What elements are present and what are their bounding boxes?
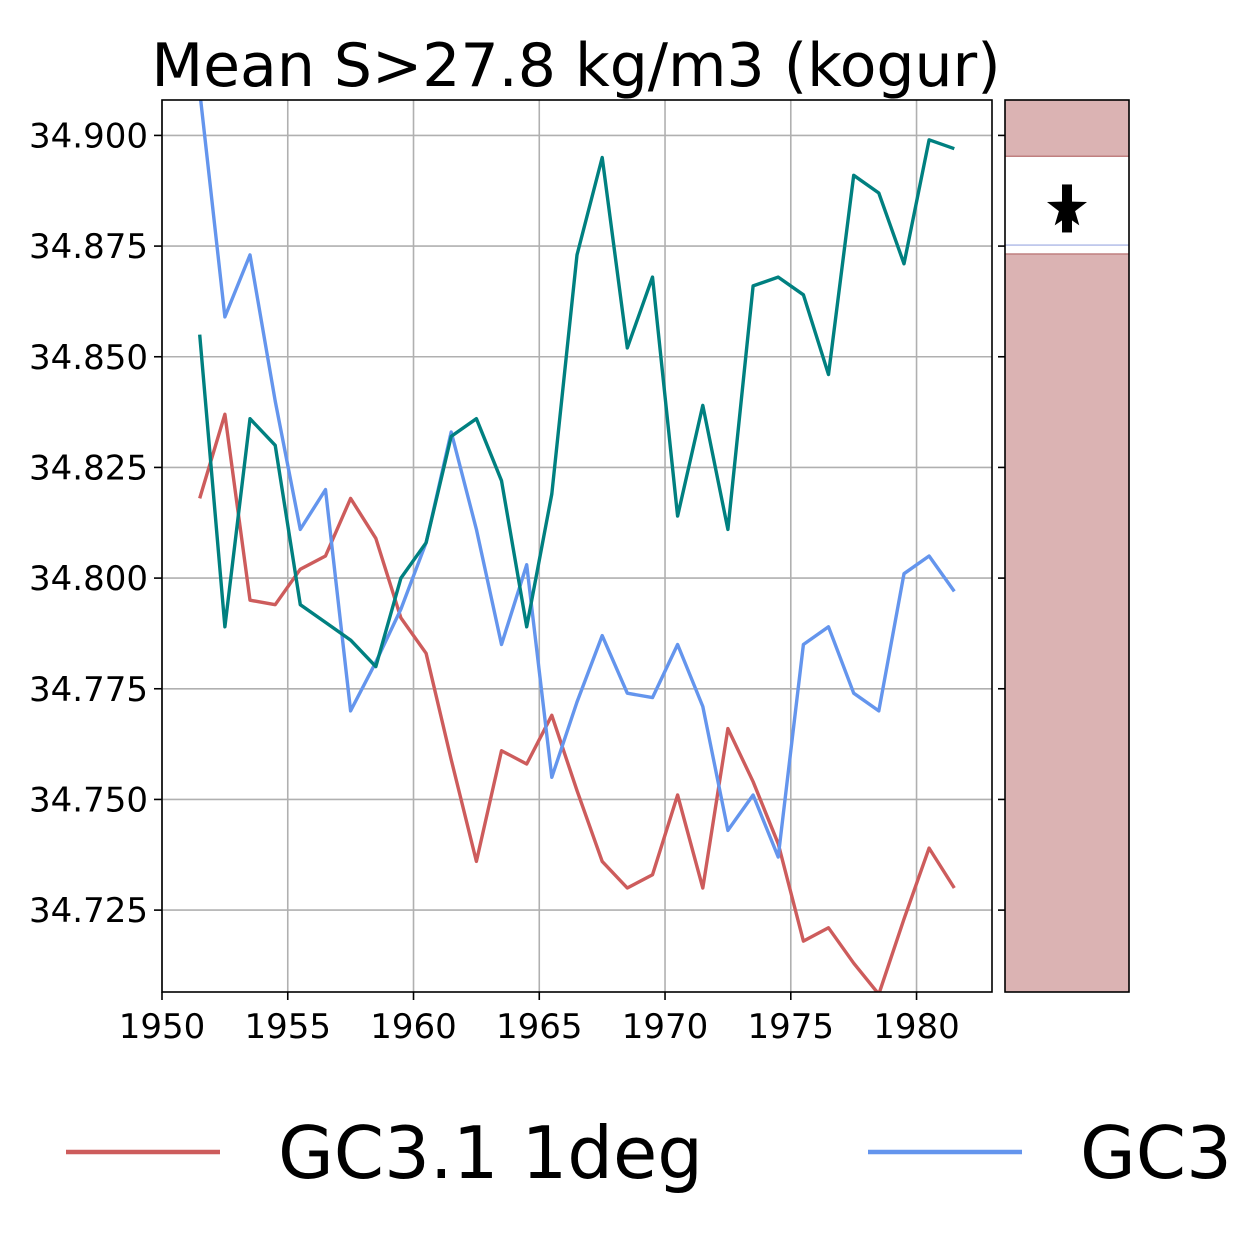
grid <box>161 100 992 992</box>
x-tick-label: 1950 <box>119 1007 206 1047</box>
x-tick-label: 1975 <box>748 1007 835 1047</box>
legend: GC3.1 1deg GC3 <box>66 1111 1232 1195</box>
x-tick-label: 1965 <box>496 1007 583 1047</box>
legend-label-1: GC3.1 1deg <box>278 1111 703 1195</box>
series-line-2 <box>198 100 956 859</box>
panel-frame <box>1004 99 1130 993</box>
y-axis: 34.725 34.750 34.775 34.800 34.825 34.850 34.8… <box>29 116 162 931</box>
x-axis: 1950 1955 1960 1965 1970 1975 1980 <box>119 992 960 1047</box>
y-tick-label: 34.775 <box>29 670 148 710</box>
chart-title: Mean S>27.8 kg/m3 (kogur) <box>151 31 1000 101</box>
y-tick-label: 34.900 <box>29 116 148 156</box>
series-line-1 <box>198 412 956 992</box>
legend-label-2: GC3 <box>1080 1111 1232 1195</box>
star-marker <box>1047 187 1087 226</box>
x-tick-label: 1970 <box>622 1007 709 1047</box>
x-tick-label: 1980 <box>873 1007 960 1047</box>
y-tick-label: 34.800 <box>29 559 148 599</box>
y-tick-label: 34.850 <box>29 338 148 378</box>
range-panel <box>998 99 1130 993</box>
y-tick-label: 34.750 <box>29 780 148 820</box>
y-tick-label: 34.825 <box>29 448 148 488</box>
x-tick-label: 1960 <box>370 1007 457 1047</box>
series-line-3 <box>198 138 955 669</box>
plot-frame <box>161 99 993 993</box>
band-lower <box>1005 254 1129 992</box>
y-tick-label: 34.875 <box>29 227 148 267</box>
series-lines <box>198 100 956 992</box>
y-tick-label: 34.725 <box>29 891 148 931</box>
band-upper <box>1005 100 1129 157</box>
x-tick-label: 1955 <box>244 1007 331 1047</box>
